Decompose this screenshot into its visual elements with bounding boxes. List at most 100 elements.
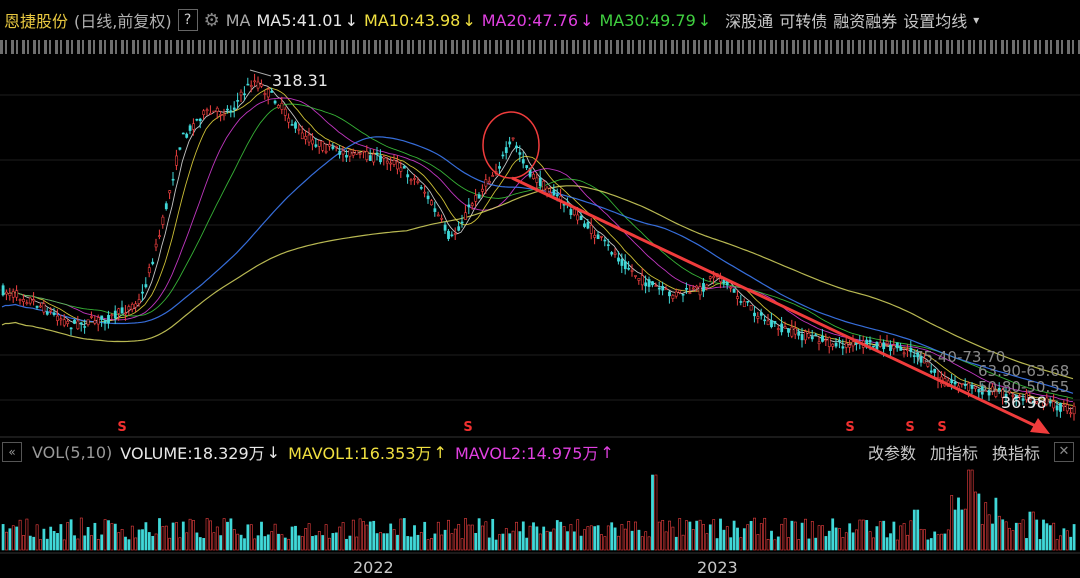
volume-bar	[600, 534, 603, 551]
candle-body	[270, 90, 274, 93]
volume-bar	[1028, 511, 1032, 551]
volume-bar	[688, 521, 692, 551]
trend-line	[511, 176, 1041, 430]
volume-bar	[66, 522, 70, 551]
candle-body	[52, 312, 56, 315]
volume-bar	[22, 535, 25, 551]
volume-bar	[535, 526, 539, 551]
volume-bar	[729, 537, 733, 551]
candle-body	[702, 283, 705, 292]
volume-bar	[521, 521, 525, 551]
candle-body	[712, 276, 716, 279]
volume-bar	[399, 518, 403, 551]
volume-bar	[419, 532, 423, 551]
menu-convertible[interactable]: 可转债	[779, 12, 828, 31]
volume-bar	[579, 535, 583, 551]
add-indicator-button[interactable]: 加指标	[929, 444, 978, 463]
candle-body	[25, 302, 29, 304]
close-icon[interactable]: ✕	[1054, 442, 1074, 462]
candle-body	[147, 267, 151, 274]
volume-bar	[715, 538, 719, 551]
candle-body	[266, 89, 270, 98]
indicator-header: 恩捷股份 (日线,前复权) ? ⚙ MA MA5:41.01 ↓ MA10:43.…	[0, 0, 1080, 40]
candle-body	[848, 344, 852, 348]
help-button[interactable]: ?	[177, 9, 198, 31]
stock-name[interactable]: 恩捷股份	[4, 12, 69, 31]
volume-bar	[355, 536, 359, 551]
candle-body	[419, 187, 423, 189]
collapse-left-icon[interactable]: «	[2, 442, 22, 462]
volume-bar	[375, 533, 379, 551]
candle-body	[297, 128, 301, 131]
volume-bar	[1042, 519, 1045, 551]
candle-body	[542, 180, 546, 191]
candle-body	[202, 110, 206, 115]
volume-bar	[511, 530, 515, 551]
candle-body	[647, 279, 651, 287]
volume-bar	[345, 538, 348, 551]
candle-body	[627, 267, 631, 270]
price-mode[interactable]: (日线,前复权)	[74, 12, 172, 31]
volume-bar	[899, 525, 903, 551]
volume-bar	[776, 536, 780, 551]
caret-down-icon[interactable]: ▾	[973, 13, 980, 27]
range-label-2: 63.90-63.68	[978, 362, 1069, 380]
volume-bar	[654, 474, 658, 551]
switch-indicator-button[interactable]: 换指标	[991, 444, 1040, 463]
volume-bar	[5, 531, 8, 551]
candle-body	[487, 181, 491, 184]
candle-body	[664, 288, 668, 290]
candle-body	[525, 165, 529, 169]
candle-body	[688, 292, 692, 294]
volume-bar	[569, 524, 573, 551]
candle-body	[134, 303, 138, 308]
candle-body	[549, 192, 552, 195]
candle-body	[729, 286, 733, 289]
low-label: 36.98	[1001, 393, 1047, 412]
volume-bar	[804, 518, 807, 551]
candle-body	[450, 234, 454, 237]
candle-body	[1025, 393, 1028, 400]
candle-body	[413, 178, 416, 180]
volume-bar	[885, 537, 889, 551]
settings-gear-icon[interactable]: ⚙	[203, 9, 220, 31]
candle-body	[18, 299, 22, 301]
volume-bar	[603, 536, 607, 551]
candle-body	[280, 102, 284, 110]
volume-bar	[630, 530, 634, 551]
volume-bar	[42, 528, 46, 551]
menu-ma-settings[interactable]: 设置均线	[903, 12, 968, 31]
volume-bar	[185, 532, 189, 551]
candle-body	[817, 341, 821, 344]
volume-bar	[151, 535, 155, 551]
vol-label[interactable]: VOL(5,10)	[32, 442, 113, 462]
edit-params-button[interactable]: 改参数	[867, 444, 916, 463]
volume-bar	[549, 531, 552, 551]
volume-bar	[100, 534, 104, 551]
menu-margin[interactable]: 融资融券	[833, 12, 898, 31]
volume-bar	[181, 521, 185, 551]
candle-body	[212, 110, 216, 113]
candle-body	[239, 91, 243, 96]
candle-body	[124, 312, 127, 315]
volume-bar	[698, 519, 702, 551]
candle-body	[28, 297, 32, 304]
candle-body	[878, 342, 882, 347]
volume-bar	[178, 537, 182, 551]
candle-body	[107, 315, 110, 324]
volume-bar	[878, 521, 882, 551]
candle-body	[260, 83, 263, 87]
volume-bar	[508, 533, 512, 551]
volume-bar	[290, 526, 294, 551]
volume-bar	[719, 518, 722, 551]
candle-body	[783, 326, 787, 329]
volume-bar	[137, 529, 141, 551]
menu-shengutong[interactable]: 深股通	[725, 12, 774, 31]
volume-bar	[161, 526, 165, 551]
candle-body	[515, 145, 518, 149]
volume-bar	[457, 524, 461, 551]
volume-bar	[273, 523, 277, 551]
candle-body	[198, 118, 202, 122]
candle-body	[844, 343, 848, 348]
